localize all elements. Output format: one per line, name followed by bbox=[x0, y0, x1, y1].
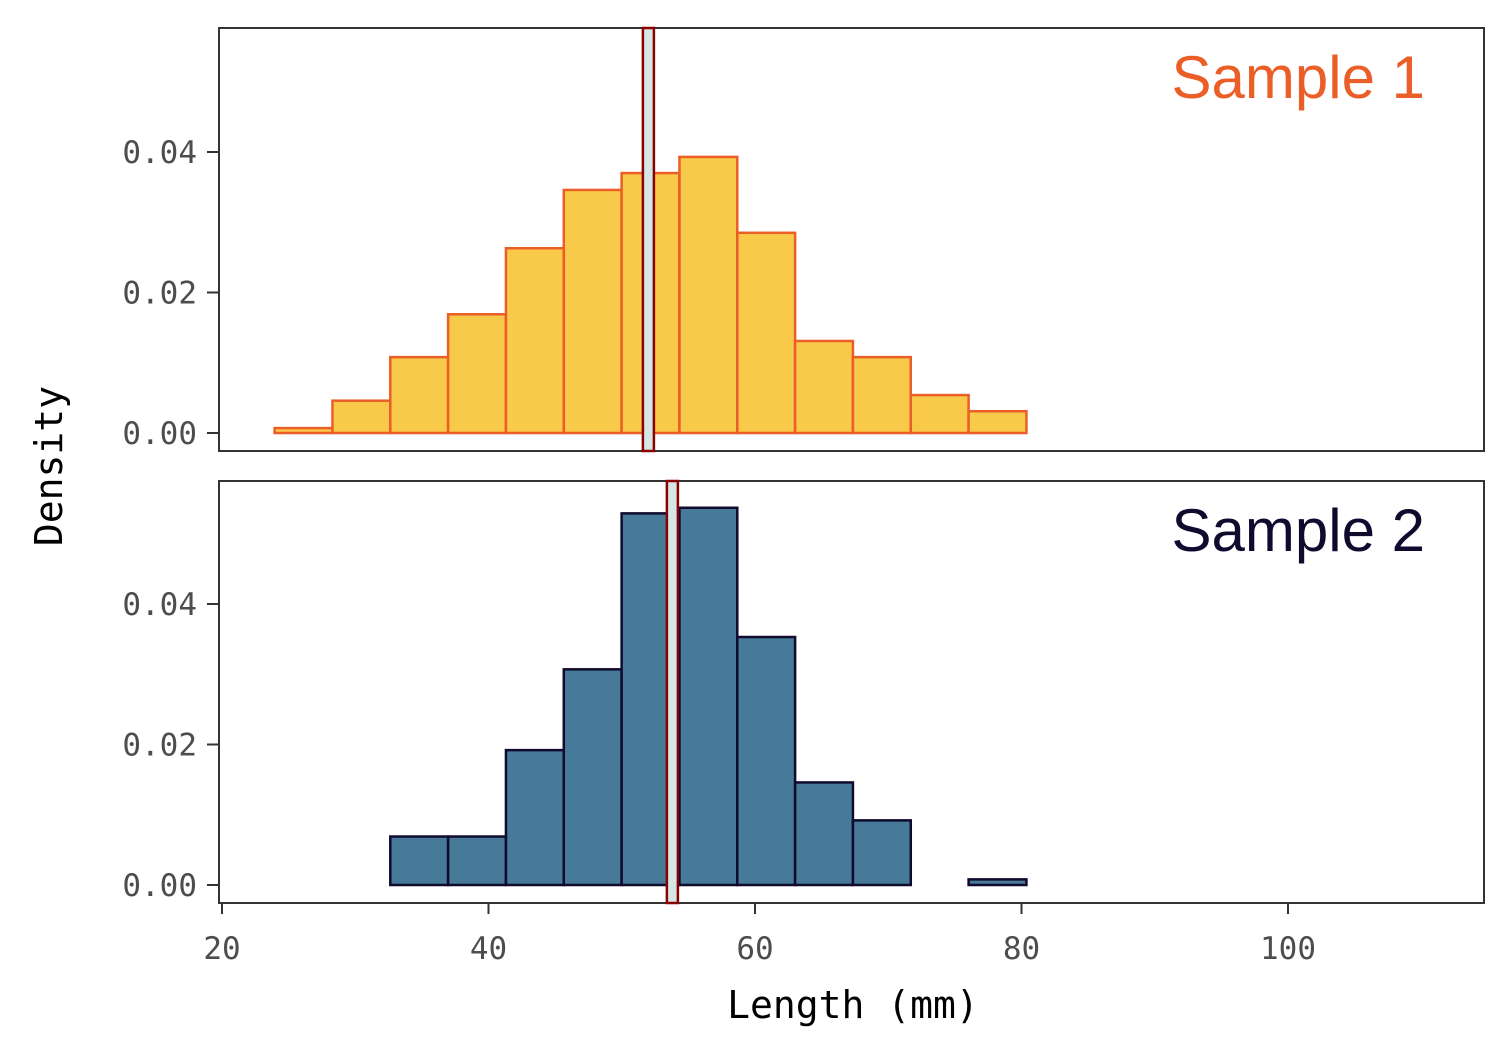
x-tick-label: 40 bbox=[470, 931, 507, 967]
histogram-bar bbox=[851, 819, 913, 887]
histogram-bar bbox=[504, 748, 566, 887]
histogram-bars bbox=[273, 155, 1028, 435]
histogram-bar bbox=[562, 188, 623, 435]
facet-panel-2: 0.00 0.02 0.04 Sample 2 bbox=[122, 479, 1485, 905]
histogram-bar bbox=[389, 355, 450, 435]
histogram-bar bbox=[967, 409, 1028, 435]
histogram-bar bbox=[678, 155, 739, 435]
facet-label: Sample 2 bbox=[1172, 497, 1425, 564]
y-tick-label: 0.04 bbox=[122, 135, 197, 171]
facet-panels: 0.00 0.02 0.04 Sample 1 0.00 0.02 0.04 Sample 2 bbox=[122, 26, 1485, 905]
histogram-bar bbox=[678, 506, 739, 887]
histogram-bar bbox=[793, 781, 855, 887]
x-tick-label: 80 bbox=[1003, 931, 1040, 967]
x-tick-label: 60 bbox=[736, 931, 773, 967]
facet-panel-1: 0.00 0.02 0.04 Sample 1 bbox=[122, 26, 1485, 453]
y-axis-title: Density bbox=[27, 386, 71, 546]
histogram-bar bbox=[446, 313, 508, 435]
mean-line bbox=[665, 479, 680, 905]
x-axis-title: Length (mm) bbox=[727, 983, 979, 1027]
y-tick-label: 0.02 bbox=[122, 276, 197, 312]
histogram-bar bbox=[389, 835, 450, 887]
histogram-bars bbox=[389, 506, 1028, 887]
histogram-bar bbox=[273, 426, 334, 435]
histogram-bar bbox=[736, 635, 797, 887]
facet-label: Sample 1 bbox=[1172, 44, 1425, 111]
histogram-bar bbox=[331, 399, 392, 435]
y-tick-label: 0.04 bbox=[122, 587, 197, 623]
y-tick-label: 0.02 bbox=[122, 728, 197, 764]
histogram-bar bbox=[793, 339, 855, 435]
mean-line bbox=[641, 26, 656, 453]
histogram-bar bbox=[909, 393, 970, 435]
x-tick-label: 20 bbox=[203, 931, 240, 967]
histogram-bar bbox=[967, 878, 1028, 887]
histogram-bar bbox=[446, 835, 508, 887]
x-axis: 20 40 60 80 100 bbox=[203, 903, 1316, 967]
histogram-bar bbox=[851, 355, 913, 435]
y-tick-label: 0.00 bbox=[122, 868, 197, 904]
histogram-bar bbox=[504, 246, 566, 435]
histogram-bar bbox=[736, 231, 797, 435]
y-tick-label: 0.00 bbox=[122, 416, 197, 452]
histogram-bar bbox=[562, 668, 623, 887]
x-tick-label: 100 bbox=[1260, 931, 1316, 967]
